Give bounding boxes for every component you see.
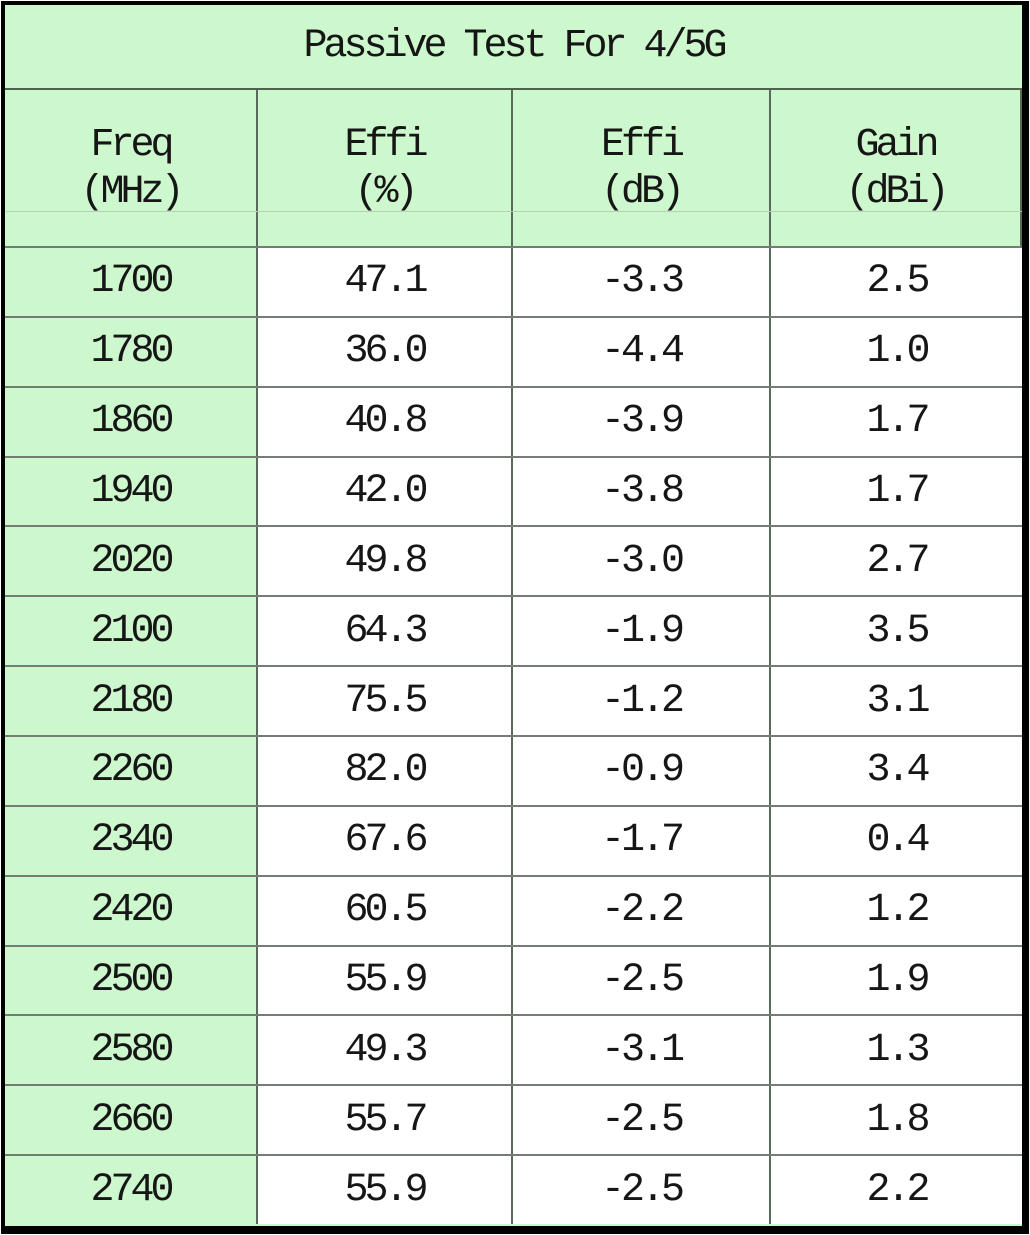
effi-db-cell: -3.8 (513, 457, 771, 526)
effi-db-cell: -3.0 (513, 527, 771, 596)
effi-pct-cell: 60.5 (258, 876, 513, 945)
column-header-gain-line2: (dBi) (845, 170, 949, 215)
effi-db-cell: -1.7 (513, 806, 771, 875)
gain-cell: 2.7 (771, 527, 1022, 596)
table-row: 2420 60.5 -2.2 1.2 (5, 874, 1022, 945)
column-header-effi-db-line1: Effi (600, 123, 685, 168)
column-header-effi-db-line2: (dB) (600, 170, 685, 215)
gain-cell: 1.0 (771, 317, 1022, 386)
effi-db-cell: -3.9 (513, 387, 771, 456)
table-header-row: Freq (MHz) Effi (%) Effi (dB) Gain (dBi) (5, 90, 1022, 246)
effi-pct-cell: 42.0 (258, 457, 513, 526)
column-header-effi-pct: Effi (%) (258, 90, 513, 246)
table-row: 2660 55.7 -2.5 1.8 (5, 1084, 1022, 1155)
effi-db-cell: -3.3 (513, 248, 771, 316)
gain-cell: 2.5 (771, 248, 1022, 316)
column-header-effi-pct-line1: Effi (344, 123, 428, 168)
freq-cell: 1940 (5, 457, 258, 526)
freq-cell: 2340 (5, 806, 258, 875)
effi-db-cell: -2.5 (513, 946, 771, 1015)
gain-cell: 1.3 (771, 1016, 1022, 1085)
table-row: 2260 82.0 -0.9 3.4 (5, 734, 1022, 805)
effi-pct-cell: 49.3 (258, 1016, 513, 1085)
table-body: 1700 47.1 -3.3 2.5 1780 36.0 -4.4 1.0 1860 40.8 -3… (5, 246, 1022, 1224)
table-row: 2500 55.9 -2.5 1.9 (5, 944, 1022, 1015)
table-row: 1940 42.0 -3.8 1.7 (5, 455, 1022, 526)
freq-cell: 2500 (5, 946, 258, 1015)
gain-cell: 1.8 (771, 1086, 1022, 1155)
column-header-freq-line2: (MHz) (80, 170, 184, 215)
gain-cell: 3.1 (771, 667, 1022, 735)
gain-cell: 1.9 (771, 946, 1022, 1015)
gain-cell: 3.4 (771, 736, 1022, 805)
effi-db-cell: -2.2 (513, 876, 771, 945)
effi-pct-cell: 64.3 (258, 597, 513, 666)
effi-pct-cell: 55.9 (258, 946, 513, 1015)
table-row: 2740 55.9 -2.5 2.2 (5, 1154, 1022, 1224)
column-header-gain: Gain (dBi) (771, 90, 1022, 246)
effi-db-cell: -3.1 (513, 1016, 771, 1085)
table-row: 1700 47.1 -3.3 2.5 (5, 246, 1022, 316)
table-title: Passive Test For 4/5G (5, 5, 1022, 90)
gain-cell: 3.5 (771, 597, 1022, 666)
effi-pct-cell: 67.6 (258, 806, 513, 875)
column-header-effi-pct-line2: (%) (354, 170, 418, 215)
table-row: 2180 75.5 -1.2 3.1 (5, 665, 1022, 735)
effi-pct-cell: 49.8 (258, 527, 513, 596)
gain-cell: 1.7 (771, 457, 1022, 526)
freq-cell: 2020 (5, 527, 258, 596)
freq-cell: 2260 (5, 736, 258, 805)
column-header-effi-db: Effi (dB) (513, 90, 771, 246)
column-header-freq-line1: Freq (90, 123, 174, 168)
effi-db-cell: -2.5 (513, 1086, 771, 1155)
effi-db-cell: -2.5 (513, 1156, 771, 1224)
gain-cell: 1.7 (771, 387, 1022, 456)
column-header-gain-line1: Gain (855, 123, 939, 168)
freq-cell: 1780 (5, 317, 258, 386)
gain-cell: 0.4 (771, 806, 1022, 875)
table-row: 1860 40.8 -3.9 1.7 (5, 385, 1022, 456)
effi-pct-cell: 75.5 (258, 667, 513, 735)
effi-pct-cell: 36.0 (258, 317, 513, 386)
effi-db-cell: -1.9 (513, 597, 771, 666)
effi-db-cell: -0.9 (513, 736, 771, 805)
gain-cell: 1.2 (771, 876, 1022, 945)
table-row: 2580 49.3 -3.1 1.3 (5, 1014, 1022, 1085)
table-row: 2340 67.6 -1.7 0.4 (5, 804, 1022, 875)
effi-pct-cell: 55.7 (258, 1086, 513, 1155)
effi-pct-cell: 40.8 (258, 387, 513, 456)
table-row: 1780 36.0 -4.4 1.0 (5, 315, 1022, 386)
effi-pct-cell: 55.9 (258, 1156, 513, 1224)
column-header-freq: Freq (MHz) (5, 90, 258, 246)
freq-cell: 1700 (5, 248, 258, 316)
freq-cell: 2580 (5, 1016, 258, 1085)
effi-db-cell: -1.2 (513, 667, 771, 735)
effi-pct-cell: 47.1 (258, 248, 513, 316)
effi-db-cell: -4.4 (513, 317, 771, 386)
freq-cell: 2660 (5, 1086, 258, 1155)
freq-cell: 2100 (5, 597, 258, 666)
gain-cell: 2.2 (771, 1156, 1022, 1224)
effi-pct-cell: 82.0 (258, 736, 513, 805)
table-row: 2100 64.3 -1.9 3.5 (5, 595, 1022, 666)
freq-cell: 2740 (5, 1156, 258, 1224)
freq-cell: 2420 (5, 876, 258, 945)
freq-cell: 2180 (5, 667, 258, 735)
freq-cell: 1860 (5, 387, 258, 456)
table-row: 2020 49.8 -3.0 2.7 (5, 525, 1022, 596)
